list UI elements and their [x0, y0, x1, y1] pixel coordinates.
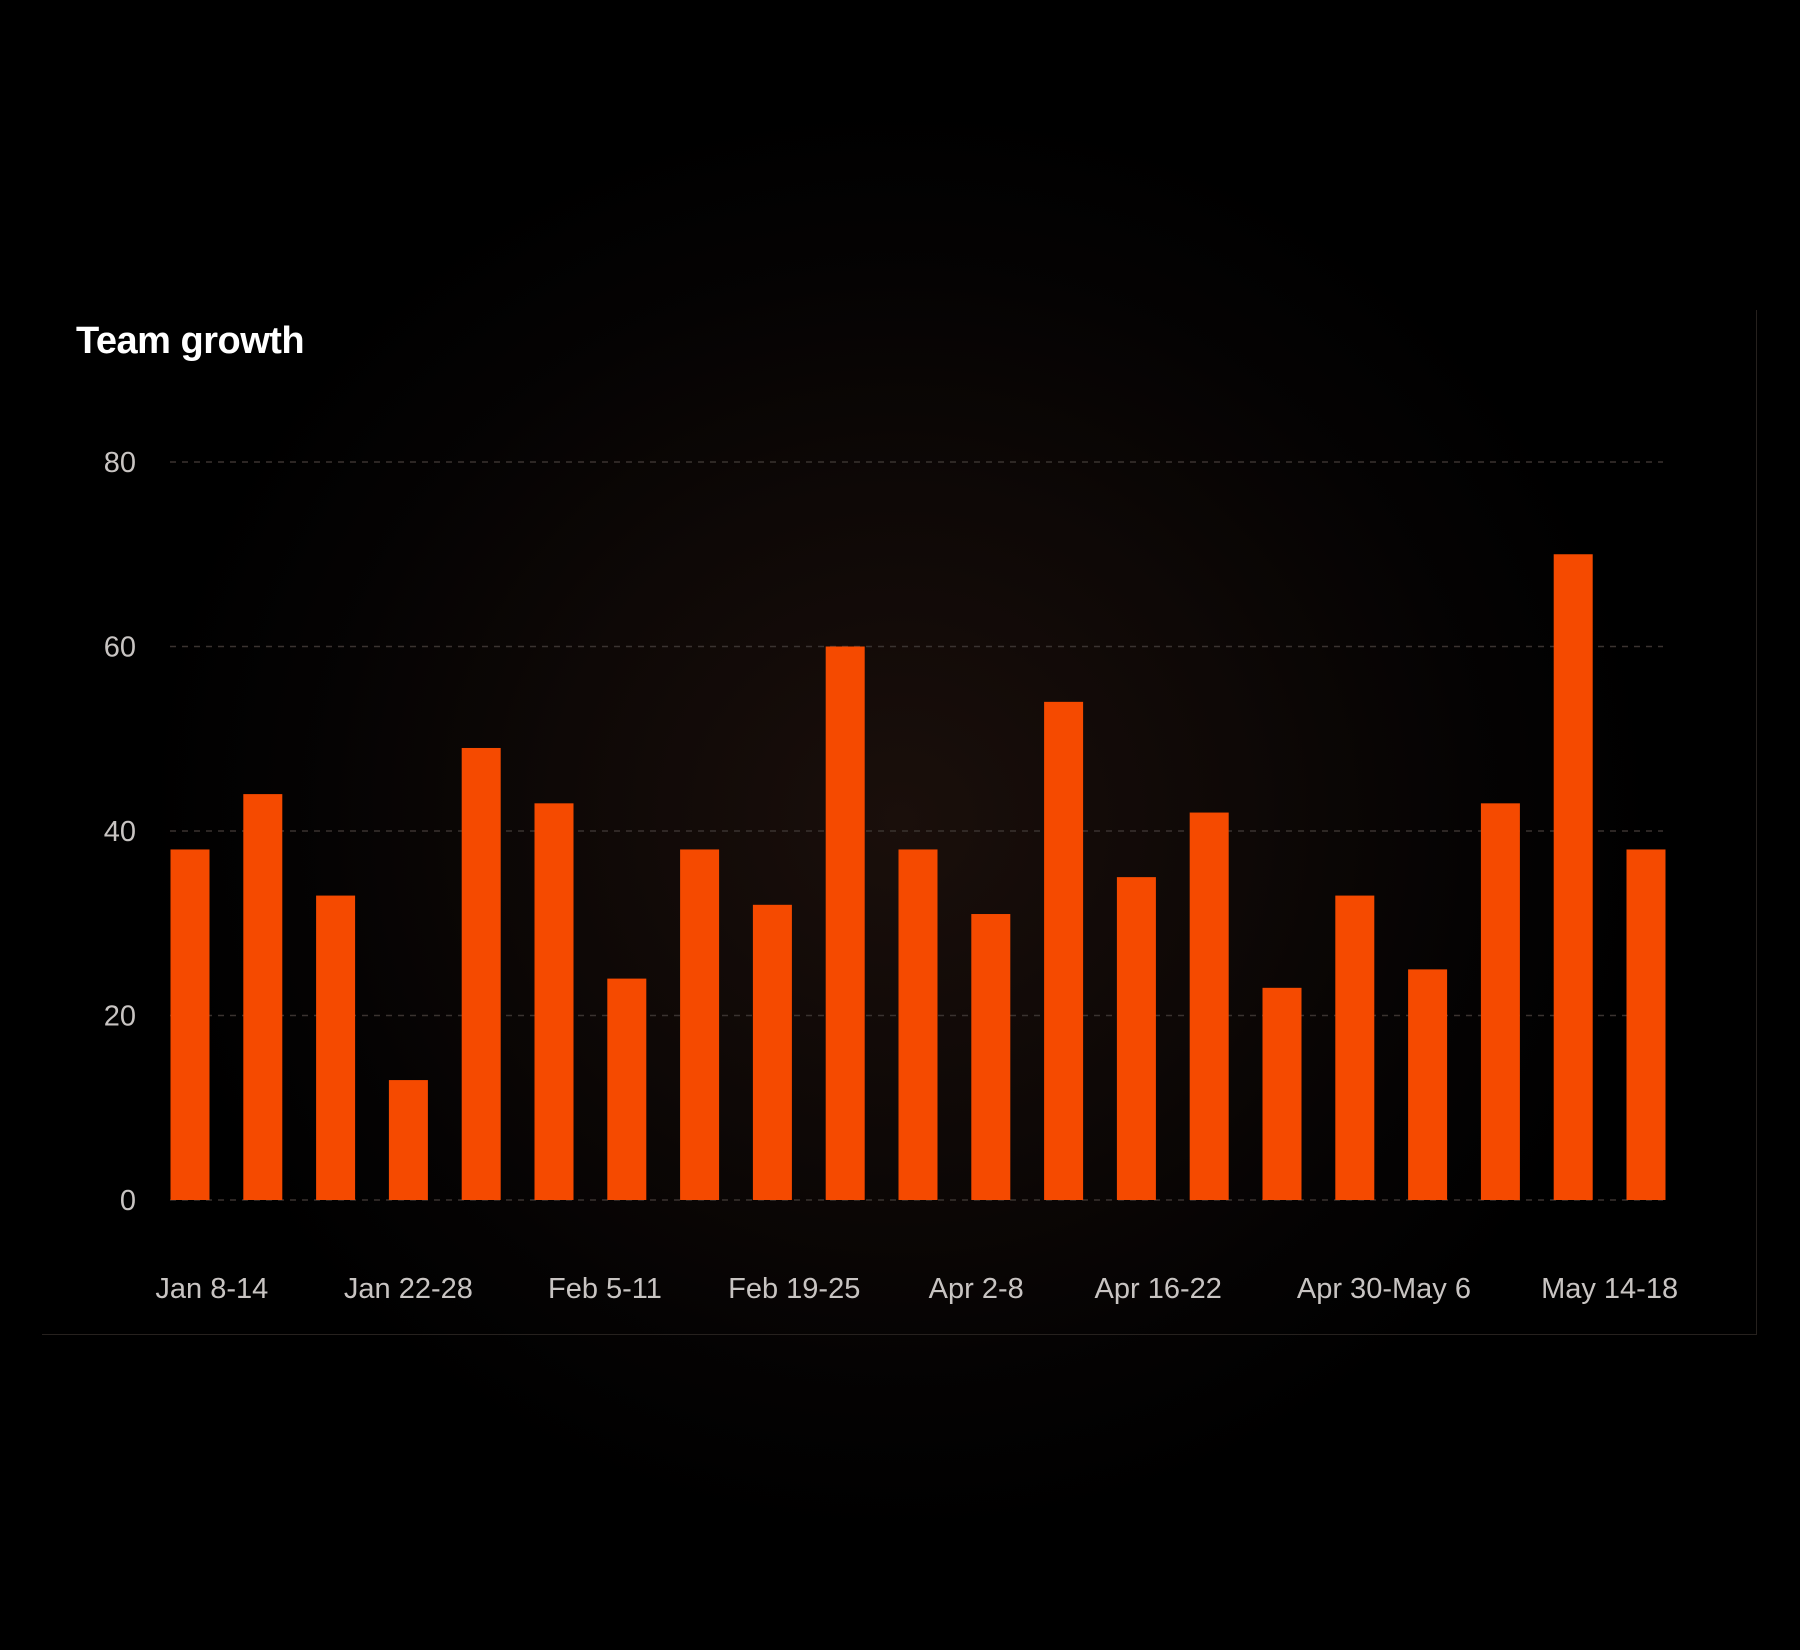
- bar[interactable]: Jan 8-14: 38: [170, 849, 210, 1200]
- x-tick-label: Feb 19-25: [728, 1273, 860, 1305]
- bar[interactable]: Mar 12-18: 60: [825, 646, 865, 1201]
- x-tick-label: Jan 8-14: [155, 1273, 268, 1305]
- bar[interactable]: Week 18: 25: [1408, 969, 1448, 1200]
- chart-card: Team growth: [42, 310, 1757, 1335]
- bars: Jan 8-14: 38 Jan 15-21: 44 Jan 22-28: 33 Ja…: [170, 554, 1666, 1201]
- bar[interactable]: Apr 23-29: 35: [1116, 877, 1156, 1200]
- x-tick-label: Jan 22-28: [344, 1273, 473, 1305]
- bar[interactable]: Feb 26-Mar 4: 38: [680, 849, 720, 1200]
- x-tick-label: Apr 16-22: [1095, 1273, 1222, 1305]
- y-axis-ticks: 0 20 40 60 80: [104, 447, 136, 1217]
- y-tick-label: 40: [104, 816, 136, 848]
- x-axis-ticks: Jan 8-14 Jan 22-28 Feb 5-11 Feb 19-25 Apr 2-…: [155, 1273, 1678, 1305]
- bar[interactable]: Jan 22-28: 33: [316, 895, 356, 1200]
- y-tick-label: 80: [104, 447, 136, 479]
- x-tick-label: Apr 30-May 6: [1297, 1273, 1471, 1305]
- bar[interactable]: Apr 2-8: 38: [898, 849, 938, 1200]
- bar[interactable]: May 14-18: 33: [1335, 895, 1375, 1200]
- bar[interactable]: May 7-13: 23: [1262, 987, 1302, 1200]
- bar[interactable]: Feb 19-25: 24: [607, 978, 647, 1200]
- y-tick-label: 60: [104, 632, 136, 664]
- bar[interactable]: Mar 5-11: 32: [752, 904, 792, 1200]
- bar[interactable]: Jan 29-Feb 4: 13: [388, 1080, 428, 1200]
- bar[interactable]: Feb 5-11: 49: [461, 747, 501, 1200]
- bar[interactable]: Jan 15-21: 44: [243, 794, 283, 1200]
- bar[interactable]: Week 21: 38: [1626, 849, 1666, 1200]
- x-tick-label: Apr 2-8: [929, 1273, 1024, 1305]
- bar[interactable]: Apr 16-22: 54: [1044, 701, 1084, 1200]
- x-tick-label: Feb 5-11: [548, 1273, 662, 1305]
- bar[interactable]: Apr 30-May 6: 42: [1189, 812, 1229, 1200]
- x-tick-label: May 14-18: [1541, 1273, 1678, 1305]
- bar[interactable]: Apr 9-15: 31: [971, 914, 1011, 1200]
- bar[interactable]: Feb 12-18: 43: [534, 803, 574, 1200]
- chart-title: Team growth: [76, 320, 305, 362]
- y-tick-label: 20: [104, 1001, 136, 1033]
- bar[interactable]: Week 19: 43: [1480, 803, 1520, 1200]
- y-tick-label: 0: [120, 1185, 136, 1217]
- bar[interactable]: Week 20: 70: [1553, 554, 1593, 1200]
